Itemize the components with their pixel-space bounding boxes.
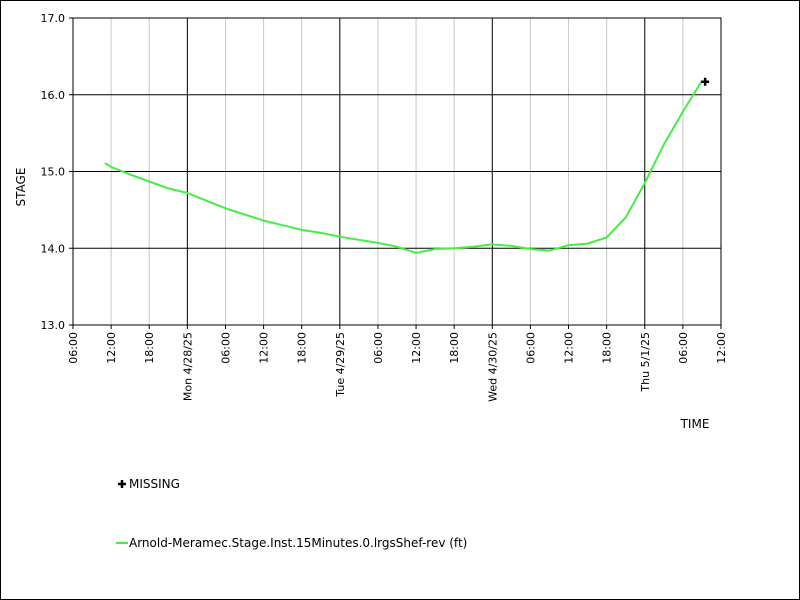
x-axis-label: TIME (680, 417, 710, 431)
x-tick-label: 12:00 (410, 332, 423, 364)
y-tick-label: 17.0 (41, 12, 66, 25)
x-tick-label: Mon 4/28/25 (181, 332, 194, 401)
legend-missing-label: MISSING (129, 477, 180, 491)
x-tick-label: 06:00 (677, 332, 690, 364)
x-tick-label: Tue 4/29/25 (334, 332, 347, 398)
y-tick-label: 16.0 (41, 89, 66, 102)
legend-series-label: Arnold-Meramec.Stage.Inst.15Minutes.0.lr… (129, 536, 468, 550)
x-tick-label: 18:00 (601, 332, 614, 364)
x-tick-label: 18:00 (448, 332, 461, 364)
x-tick-label: 12:00 (563, 332, 576, 364)
x-axis-ticks: 06:00 12:00 18:00 Mon 4/28/25 06:00 12:00 18:0… (67, 325, 728, 402)
series-line (104, 80, 703, 254)
y-axis-label: STAGE (14, 168, 28, 207)
x-tick-label: 12:00 (258, 332, 271, 364)
y-axis-ticks: 13.0 14.0 15.0 16.0 17.0 (41, 12, 73, 332)
y-tick-label: 14.0 (41, 242, 66, 255)
x-tick-label: 18:00 (296, 332, 309, 364)
x-tick-label: 12:00 (105, 332, 118, 364)
x-tick-label: 06:00 (67, 332, 80, 364)
y-tick-label: 15.0 (41, 166, 66, 179)
x-tick-label: Thu 5/1/25 (639, 332, 652, 393)
y-tick-label: 13.0 (41, 319, 66, 332)
x-tick-label: 06:00 (524, 332, 537, 364)
missing-markers (701, 77, 710, 86)
missing-marker (701, 77, 710, 86)
x-tick-label: 18:00 (143, 332, 156, 364)
legend-missing-icon (118, 480, 126, 488)
x-tick-label: 06:00 (372, 332, 385, 364)
major-gridlines (73, 18, 721, 325)
x-tick-label: 06:00 (219, 332, 232, 364)
x-tick-label: 12:00 (715, 332, 728, 364)
series-lines (104, 80, 703, 254)
x-tick-label: Wed 4/30/25 (486, 332, 499, 402)
